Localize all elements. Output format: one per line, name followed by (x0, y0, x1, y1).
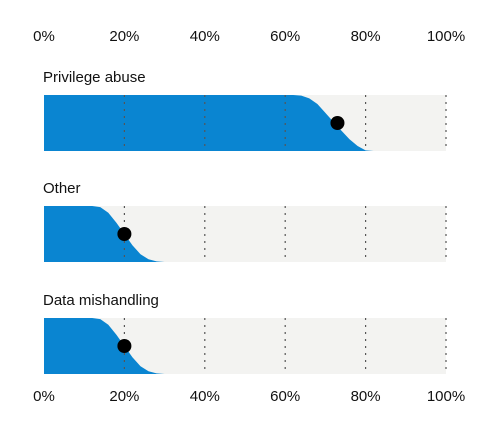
x-tick-top-3: 60% (270, 28, 300, 45)
marker-other (117, 227, 132, 241)
x-tick-top-5: 100% (427, 28, 465, 45)
series-label-privilege-abuse: Privilege abuse (43, 69, 146, 86)
x-tick-bottom-5: 100% (427, 388, 465, 405)
x-tick-bottom-0: 0% (33, 388, 55, 405)
marker-privilege-abuse (330, 116, 345, 130)
x-tick-top-1: 20% (109, 28, 139, 45)
marker-data-mishandling (117, 339, 132, 353)
series-label-other: Other (43, 180, 81, 197)
x-tick-top-0: 0% (33, 28, 55, 45)
x-tick-top-2: 40% (190, 28, 220, 45)
x-tick-bottom-1: 20% (109, 388, 139, 405)
x-tick-bottom-4: 80% (351, 388, 381, 405)
x-tick-bottom-3: 60% (270, 388, 300, 405)
x-tick-bottom-2: 40% (190, 388, 220, 405)
x-tick-top-4: 80% (351, 28, 381, 45)
area-privilege-abuse (44, 95, 446, 151)
series-label-data-mishandling: Data mishandling (43, 292, 159, 309)
